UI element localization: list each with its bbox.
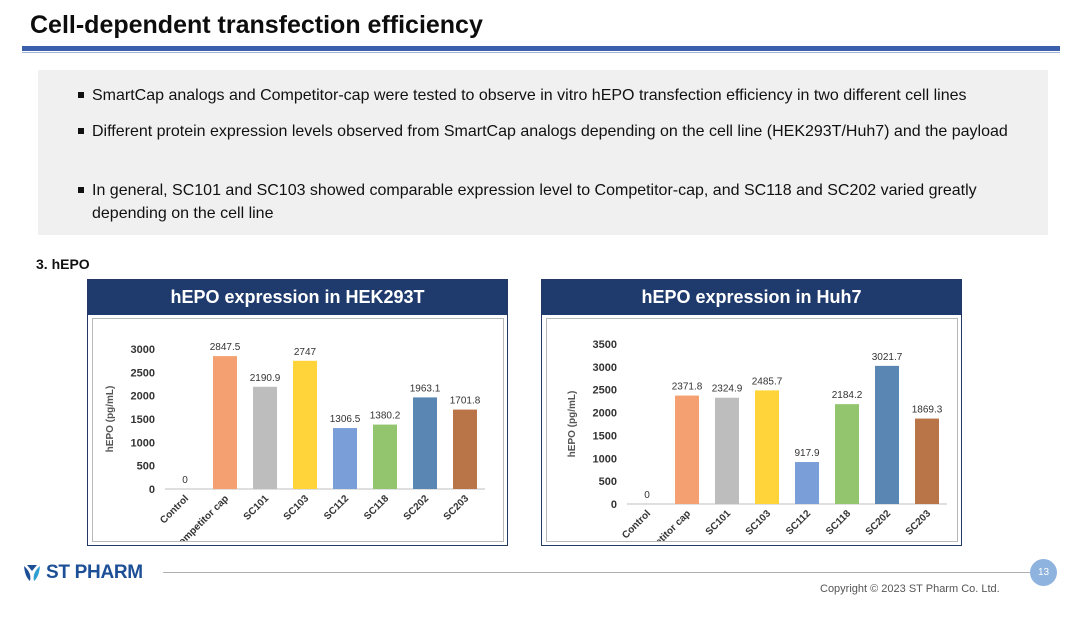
- bullet-item: In general, SC101 and SC103 showed compa…: [78, 179, 1028, 225]
- x-tick-label: SC101: [242, 493, 272, 523]
- bar-sc112: [333, 428, 357, 489]
- y-tick-label: 3000: [593, 362, 617, 374]
- bar-competitor-cap: [675, 395, 699, 504]
- bullet-text: SmartCap analogs and Competitor-cap were…: [92, 87, 967, 104]
- y-tick-label: 1000: [131, 437, 155, 449]
- data-label: 0: [644, 490, 650, 501]
- data-label: 2184.2: [832, 390, 863, 401]
- bar-chart-huh7: hEPO (pg/mL) 0 500 1000 1500 2000 2500 3000 3500…: [567, 339, 947, 568]
- y-tick-label: 0: [611, 499, 617, 511]
- y-tick-label: 1500: [131, 414, 155, 426]
- x-tick-label: SC103: [744, 508, 774, 538]
- y-tick-label: 2000: [131, 391, 155, 403]
- summary-box: SmartCap analogs and Competitor-cap were…: [38, 70, 1048, 235]
- bullet-text: Different protein expression levels obse…: [92, 123, 1008, 140]
- bar-sc202: [875, 365, 899, 504]
- x-tick-label: SC103: [282, 493, 312, 523]
- panel-title: hEPO expression in HEK293T: [88, 280, 507, 315]
- x-tick-label: SC101: [704, 508, 734, 538]
- data-label: 2190.9: [250, 373, 281, 384]
- footer-divider: [163, 572, 1031, 573]
- bullet-item: SmartCap analogs and Competitor-cap were…: [78, 84, 1028, 107]
- bar-sc203: [915, 418, 939, 504]
- x-tick-label: SC118: [824, 508, 853, 537]
- bar-sc203: [453, 409, 477, 489]
- y-tick-label: 3000: [131, 344, 155, 356]
- data-label: 1963.1: [410, 383, 441, 394]
- panel-title: hEPO expression in Huh7: [542, 280, 961, 315]
- bullet-square-icon: [78, 92, 84, 98]
- data-label: 0: [182, 475, 188, 486]
- st-pharm-logo-icon: [24, 565, 40, 581]
- bar-sc101: [253, 386, 277, 489]
- data-label: 917.9: [794, 448, 819, 459]
- y-tick-label: 2500: [593, 385, 617, 397]
- y-tick-label: 1000: [593, 453, 617, 465]
- y-tick-label: 2000: [593, 408, 617, 420]
- y-tick-label: 1500: [593, 430, 617, 442]
- chart-frame: hEPO (pg/mL) 0 500 1000 1500 2000 2500 3000 3500…: [546, 318, 958, 568]
- logo: ST PHARM: [22, 562, 143, 584]
- chart-panel-huh7: hEPO expression in Huh7 hEPO (pg/mL) 0 500…: [541, 279, 962, 568]
- x-tick-label: SC203: [442, 493, 472, 523]
- data-label: 2485.7: [752, 376, 783, 387]
- title-underline: [22, 46, 1060, 51]
- bar-sc118: [835, 404, 859, 504]
- page-number-badge: 13: [1030, 559, 1057, 586]
- y-tick-label: 500: [137, 461, 155, 473]
- data-label: 2747: [294, 347, 317, 358]
- bullet-item: Different protein expression levels obse…: [78, 120, 1028, 143]
- x-tick-label: SC202: [864, 508, 894, 538]
- bar-sc112: [795, 462, 819, 504]
- chart-panel-hek293t: hEPO expression in HEK293T hEPO (pg/mL) 0…: [87, 279, 508, 553]
- x-tick-label: SC112: [784, 508, 813, 537]
- data-label: 1701.8: [450, 396, 481, 407]
- y-axis-label: hEPO (pg/mL): [567, 391, 578, 458]
- x-tick-label: SC202: [402, 493, 432, 523]
- y-tick-label: 500: [599, 476, 617, 488]
- bar-competitor-cap: [213, 356, 237, 489]
- logo-text: ST PHARM: [46, 562, 143, 583]
- bullet-text: In general, SC101 and SC103 showed compa…: [92, 182, 977, 222]
- bullet-square-icon: [78, 187, 84, 193]
- y-axis-label: hEPO (pg/mL): [105, 386, 116, 453]
- data-label: 2847.5: [210, 342, 241, 353]
- x-tick-label: SC203: [904, 508, 934, 538]
- bar-sc103: [755, 390, 779, 504]
- data-label: 2371.8: [672, 382, 703, 393]
- bar-sc118: [373, 424, 397, 489]
- chart-frame: hEPO (pg/mL) 0 500 1000 1500 2000 2500 3000 0 Con…: [92, 318, 504, 553]
- bar-sc101: [715, 397, 739, 504]
- title-underline-thin: [22, 52, 1060, 53]
- y-tick-label: 0: [149, 484, 155, 496]
- data-label: 1869.3: [912, 405, 943, 416]
- data-label: 3021.7: [872, 352, 903, 363]
- page-title: Cell-dependent transfection efficiency: [30, 11, 483, 39]
- bar-chart-hek293t: hEPO (pg/mL)0500100015002000250030000Con…: [105, 342, 485, 553]
- bar-sc103: [293, 360, 317, 489]
- x-tick-label: SC118: [362, 493, 391, 522]
- y-tick-label: 3500: [593, 339, 617, 351]
- y-tick-label: 2500: [131, 367, 155, 379]
- data-label: 1306.5: [330, 414, 361, 425]
- data-label: 2324.9: [712, 384, 743, 395]
- data-label: 1380.2: [370, 411, 401, 422]
- x-tick-label: Control: [158, 493, 191, 526]
- x-tick-label: Control: [620, 508, 653, 541]
- x-tick-label: SC112: [322, 493, 351, 522]
- section-label: 3. hEPO: [36, 256, 90, 272]
- copyright-text: Copyright © 2023 ST Pharm Co. Ltd.: [820, 583, 1000, 595]
- bar-sc202: [413, 397, 437, 489]
- bullet-square-icon: [78, 128, 84, 134]
